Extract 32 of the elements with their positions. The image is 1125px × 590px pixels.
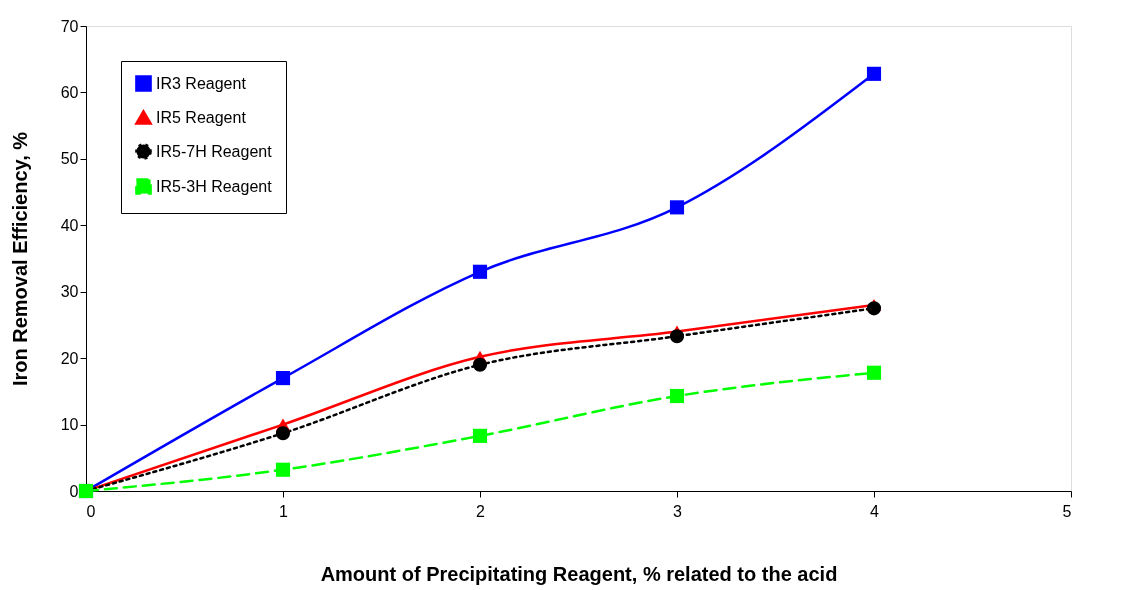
y-tick-label: 40 (60, 216, 79, 234)
y-tick-label: 0 (69, 482, 79, 500)
point (472, 264, 488, 279)
point (669, 200, 685, 215)
legend-label: IR5 Reagent (156, 108, 247, 126)
point (275, 371, 291, 386)
x-axis-title: Amount of Precipitating Reagent, % related to the acid (320, 562, 838, 585)
point (866, 66, 882, 81)
y-tick-label: 10 (60, 416, 79, 434)
y-tick-label: 30 (60, 283, 79, 301)
y-tick-label: 70 (60, 17, 79, 35)
legend-label: IR5-3H Reagent (156, 177, 273, 195)
point (275, 426, 291, 441)
point (275, 462, 291, 477)
x-tick-label: 1 (279, 502, 289, 520)
x-tick-label: 4 (870, 502, 880, 520)
y-tick-label: 60 (60, 83, 79, 101)
point (669, 388, 685, 404)
point (472, 428, 488, 443)
y-axis-title: Iron Removal Efficiency, % (8, 131, 31, 387)
y-tick-label: 20 (60, 349, 79, 367)
x-tick-label: 5 (1062, 502, 1072, 520)
x-tick-label: 2 (476, 502, 486, 520)
y-tick-label: 50 (60, 150, 79, 168)
x-tick-label: 0 (86, 502, 96, 520)
legend-label: IR5-7H Reagent (156, 142, 273, 160)
point (669, 329, 685, 344)
legend-label: IR3 Reagent (156, 74, 247, 92)
x-tick-label: 3 (673, 502, 683, 520)
point (866, 365, 882, 380)
point (472, 357, 488, 372)
point (866, 301, 882, 316)
